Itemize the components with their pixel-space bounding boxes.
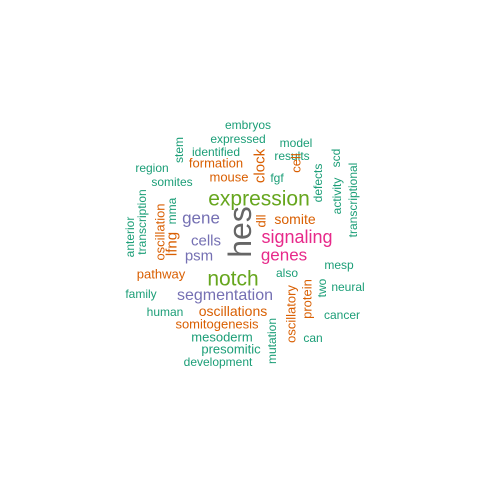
word-somite: somite <box>274 211 316 227</box>
word-psm: psm <box>184 247 214 265</box>
word-region: region <box>135 161 169 175</box>
word-mma: mma <box>165 197 179 225</box>
word-somitogenesis: somitogenesis <box>175 316 259 332</box>
word-segmentation: segmentation <box>176 287 274 304</box>
word-mutation: mutation <box>265 317 279 365</box>
word-neural: neural <box>331 280 365 294</box>
word-hes: hes <box>222 206 258 258</box>
word-expression: expression <box>208 187 310 211</box>
word-cell: cell <box>288 153 304 173</box>
word-transcriptional: transcriptional <box>346 162 360 238</box>
word-defects: defects <box>311 163 325 203</box>
word-mesoderm: mesoderm <box>191 329 253 345</box>
word-clock: clock <box>251 148 269 184</box>
word-oscillatory: oscillatory <box>283 285 299 343</box>
word-activity: activity <box>330 177 344 215</box>
word-stem: stem <box>172 136 186 164</box>
word-fgf: fgf <box>270 171 284 185</box>
word-family: family <box>125 287 157 301</box>
word-results: results <box>274 149 310 163</box>
word-oscillations: oscillations <box>198 303 268 319</box>
word-signaling: signaling <box>261 227 333 247</box>
word-gene: gene <box>182 208 220 228</box>
word-two: two <box>315 278 329 298</box>
word-mouse: mouse <box>209 169 249 185</box>
word-mesp: mesp <box>324 258 354 272</box>
word-scd: scd <box>329 148 343 168</box>
word-expressed: expressed <box>210 132 266 146</box>
word-embryos: embryos <box>224 118 272 132</box>
word-dll: dll <box>253 214 269 228</box>
word-development: development <box>183 355 253 369</box>
word-also: also <box>275 266 299 280</box>
word-human: human <box>146 305 184 319</box>
word-model: model <box>279 136 313 150</box>
word-lfng: lfng <box>163 231 181 257</box>
word-protein: protein <box>299 279 315 319</box>
word-notch: notch <box>207 267 259 291</box>
word-somites: somites <box>151 175 193 189</box>
word-presomitic: presomitic <box>201 341 261 357</box>
word-cancer: cancer <box>323 308 361 322</box>
word-anterior: anterior <box>123 216 137 258</box>
word-genes: genes <box>260 245 308 265</box>
word-transcription: transcription <box>135 189 149 255</box>
word-pathway: pathway <box>136 266 186 282</box>
word-cells: cells <box>190 232 222 250</box>
word-identified: identified <box>191 145 241 159</box>
word-can: can <box>303 331 323 345</box>
word-formation: formation <box>188 155 244 171</box>
